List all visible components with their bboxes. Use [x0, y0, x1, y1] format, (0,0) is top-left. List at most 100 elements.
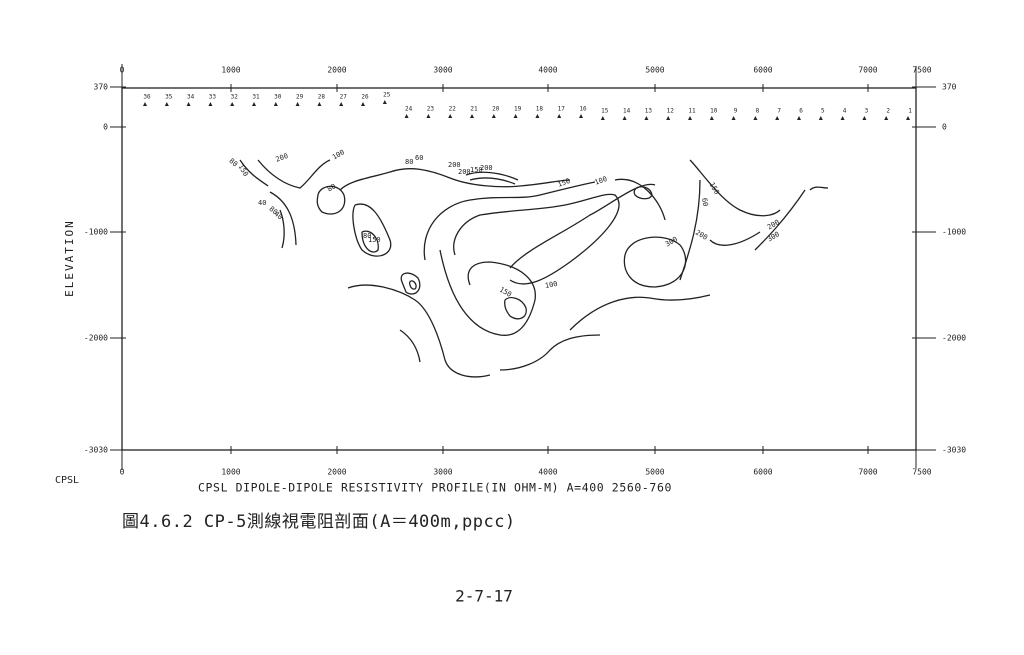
- bottom-tick-label: 7500: [912, 468, 931, 477]
- station-marker: [295, 102, 300, 106]
- contour-label: 150: [498, 286, 513, 299]
- station-number: 4: [843, 108, 847, 115]
- station-number: 33: [209, 94, 217, 101]
- station-marker: [404, 114, 409, 118]
- station-marker: [426, 114, 431, 118]
- right-tick-label: 370: [942, 83, 957, 92]
- profile-title: CPSL DIPOLE-DIPOLE RESISTIVITY PROFILE(I…: [198, 481, 672, 495]
- station-marker: [775, 116, 780, 120]
- contour-label: 80: [326, 182, 337, 193]
- contour-label: 40: [258, 199, 266, 207]
- station-number: 19: [514, 106, 522, 113]
- station-marker: [252, 102, 256, 106]
- station-marker: [361, 102, 365, 106]
- contour-label: 150: [368, 236, 381, 244]
- station-marker: [840, 116, 845, 120]
- station-marker: [382, 100, 387, 104]
- station-marker: [579, 114, 583, 118]
- station-number: 15: [601, 108, 609, 115]
- page-number: 2-7-17: [455, 587, 513, 606]
- left-tick-label: -1000: [84, 228, 108, 237]
- bottom-tick-label: 6000: [753, 468, 772, 477]
- contour-label: 100: [544, 280, 558, 290]
- station-marker: [273, 102, 278, 106]
- corner-label: CPSL: [55, 475, 79, 486]
- contour-label: 200: [480, 164, 493, 172]
- station-marker: [644, 116, 649, 120]
- station-marker: [143, 102, 147, 106]
- station-number: 7: [777, 108, 781, 115]
- station-marker: [753, 116, 758, 120]
- right-tick-label: -2000: [942, 334, 966, 343]
- station-marker: [208, 102, 213, 106]
- station-number: 3: [865, 108, 869, 115]
- station-number: 8: [756, 108, 760, 115]
- station-marker: [186, 102, 191, 106]
- station-number: 14: [623, 108, 631, 115]
- top-tick-label: 7000: [858, 66, 877, 75]
- left-tick-label: 370: [94, 83, 109, 92]
- top-tick-label: 7500: [912, 66, 931, 75]
- station-marker: [230, 102, 235, 106]
- contour-label: 200: [766, 218, 781, 231]
- station-marker: [709, 116, 714, 120]
- station-number: 35: [165, 94, 173, 101]
- station-number: 34: [187, 94, 195, 101]
- station-marker: [906, 116, 910, 120]
- station-number: 12: [667, 108, 675, 115]
- contour-label: 150: [557, 177, 572, 189]
- contour-label: 40: [272, 210, 284, 222]
- contour-label: 60: [415, 154, 423, 162]
- station-number: 27: [340, 94, 348, 101]
- station-number: 21: [470, 106, 478, 113]
- bottom-tick-label: 1000: [221, 468, 240, 477]
- station-marker: [884, 116, 889, 120]
- station-number: 26: [361, 94, 369, 101]
- top-tick-label: 2000: [327, 66, 346, 75]
- left-tick-label: -3030: [84, 446, 108, 455]
- station-marker: [862, 116, 867, 120]
- top-tick-label: 1000: [221, 66, 240, 75]
- right-tick-label: 0: [942, 123, 947, 132]
- right-tick-label: -1000: [942, 228, 966, 237]
- plot-frame: [121, 64, 917, 470]
- station-number: 25: [383, 92, 391, 99]
- contour-label: 80: [405, 158, 413, 166]
- contours: [239, 159, 829, 378]
- contour-label: 100: [331, 148, 346, 161]
- station-marker: [688, 116, 692, 120]
- station-marker: [448, 114, 453, 118]
- bottom-tick-label: 5000: [645, 468, 664, 477]
- bottom-tick-label: 7000: [858, 468, 877, 477]
- station-marker: [491, 114, 496, 118]
- contour-label: 100: [594, 175, 609, 187]
- station-marker: [666, 116, 671, 120]
- station-marker: [470, 114, 474, 118]
- contour-label: 60: [700, 197, 709, 207]
- contour-label: 80: [267, 205, 279, 217]
- contour-label: 300: [766, 230, 781, 243]
- contour-label: 200: [458, 168, 471, 176]
- station-number: 20: [492, 106, 500, 113]
- station-number: 22: [449, 106, 457, 113]
- bottom-tick-label: 4000: [538, 468, 557, 477]
- station-number: 10: [710, 108, 718, 115]
- bottom-tick-label: 0: [120, 468, 125, 477]
- y-axis-label: ELEVATION: [63, 219, 76, 297]
- contour-label: 150: [237, 163, 250, 178]
- station-number: 17: [558, 106, 566, 113]
- station-number: 16: [579, 106, 587, 113]
- station-number: 11: [688, 108, 696, 115]
- station-number: 23: [427, 106, 435, 113]
- left-tick-label: 0: [103, 123, 108, 132]
- station-number: 24: [405, 106, 413, 113]
- top-tick-label: 6000: [753, 66, 772, 75]
- contour-label: 150: [470, 166, 483, 174]
- station-number: 31: [252, 94, 260, 101]
- top-tick-label: 0: [120, 66, 125, 75]
- station-number: 18: [536, 106, 544, 113]
- contour-label: 80: [227, 157, 239, 169]
- station-number: 9: [734, 108, 738, 115]
